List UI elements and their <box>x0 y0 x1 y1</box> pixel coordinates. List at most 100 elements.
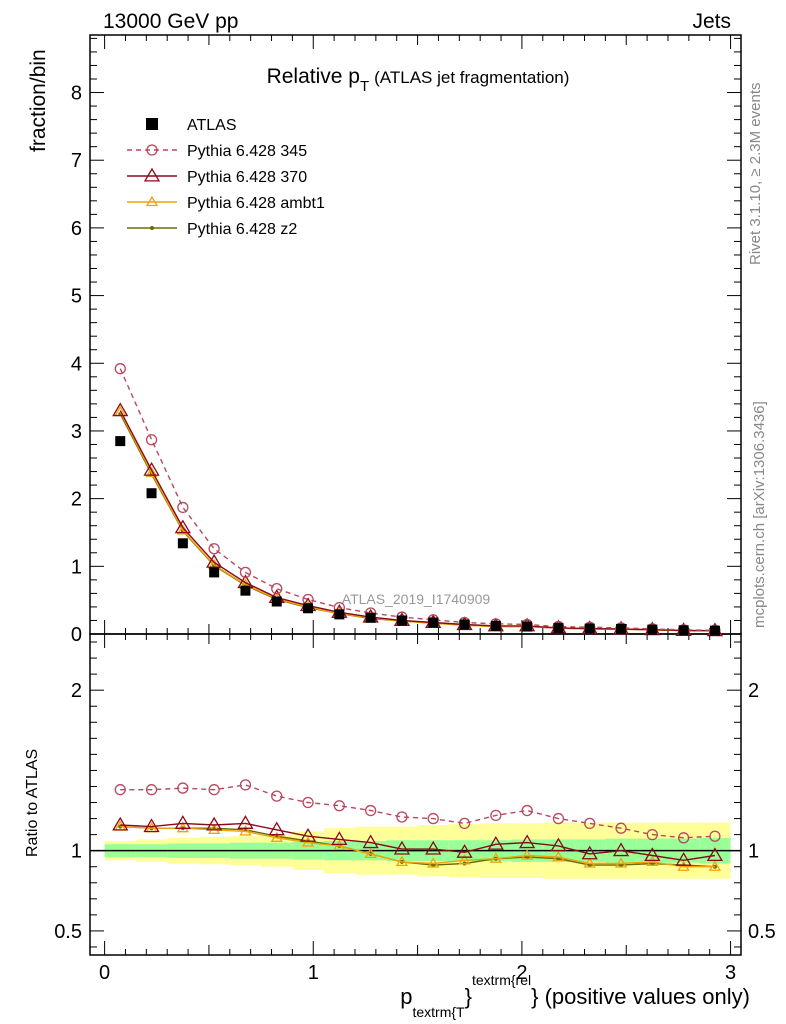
ratio-p345-point <box>458 817 471 830</box>
plot-title-sub: T <box>360 78 369 95</box>
legend: ATLAS Pythia 6.428 345 Pythia 6.428 370 Pyt… <box>127 117 325 238</box>
main-p370-point <box>174 519 191 534</box>
ratio-z2-line <box>120 825 715 868</box>
ratio-p345-point <box>677 832 690 844</box>
ratio-p345-point <box>145 784 158 796</box>
main-y-tick-label: 3 <box>71 421 82 443</box>
ratio-ambt1-point <box>333 839 346 851</box>
main-atlas-point <box>146 488 157 499</box>
main-atlas-point <box>428 617 439 628</box>
ratio-ambt1-point <box>301 836 315 847</box>
main-y-tick-label: 2 <box>71 489 82 511</box>
ratio-ambt1-point <box>364 847 377 859</box>
ratio-p345-point <box>615 822 627 834</box>
legend-label-atlas: ATLAS <box>187 117 237 134</box>
legend-label-ambt1: Pythia 6.428 ambt1 <box>187 195 325 212</box>
ratio-y-tick-label: 0.5 <box>54 921 82 943</box>
ratio-ambt1-point <box>270 831 283 842</box>
ratio-z2-point <box>712 864 717 869</box>
ratio-p345-point <box>521 804 533 817</box>
ratio-frame <box>89 633 742 956</box>
ratio-p345-point <box>177 782 189 794</box>
ratio-p370-point <box>206 816 223 831</box>
main-y-tick-label: 1 <box>71 556 82 578</box>
analysis-watermark: ATLAS_2019_I1740909 <box>342 591 491 607</box>
ratio-ambt1-point <box>708 860 722 871</box>
main-atlas-point <box>334 609 345 620</box>
y-axis-label-main: fraction/bin <box>27 49 50 152</box>
main-atlas-point <box>115 436 126 447</box>
legend-label-p345: Pythia 6.428 345 <box>187 143 307 160</box>
main-atlas-point <box>522 621 533 632</box>
ratio-p370-point <box>143 818 160 833</box>
ratio-p370-point <box>174 815 191 829</box>
ratio-p370-point <box>362 834 379 849</box>
ratio-ambt1-point <box>239 825 252 836</box>
main-atlas-point <box>209 567 220 578</box>
header-right: Jets <box>692 10 731 33</box>
legend-marker-p345 <box>146 144 158 156</box>
x-axis-label-p: p <box>400 984 412 1009</box>
main-p370-point <box>206 553 223 568</box>
ratio-p345-point <box>584 817 596 830</box>
ratio-p370-point <box>487 835 504 850</box>
main-y-tick-label: 4 <box>71 353 82 375</box>
main-y-tick-label: 6 <box>71 218 82 240</box>
ratio-ambt1-point <box>427 857 440 868</box>
x-axis-label-close: } <box>465 984 472 1009</box>
main-atlas-point <box>584 623 595 634</box>
ratio-ambt1-point <box>520 849 534 860</box>
main-atlas-point <box>553 622 564 633</box>
main-p345-point <box>239 566 252 579</box>
ratio-ambt1-point <box>395 855 409 867</box>
ratio-p345-point <box>396 811 408 823</box>
ratio-p370-point <box>550 837 567 852</box>
main-atlas-point <box>490 620 501 631</box>
x-axis-label: ptextrm{T}textrm{rel} (positive values o… <box>400 972 750 1020</box>
ratio-ambt1-point <box>646 855 659 867</box>
main-panel: 0 1 2 3 4 5 6 7 8 <box>71 34 742 646</box>
main-p370-point <box>112 402 129 417</box>
ratio-p370-line <box>120 822 716 862</box>
main-atlas-point <box>459 619 470 630</box>
main-atlas-point <box>271 596 282 607</box>
ratio-p370-point <box>644 847 661 862</box>
main-p345-point <box>177 501 189 514</box>
ratio-p345-point <box>333 800 345 812</box>
main-p370-point <box>143 461 160 476</box>
plot-title-main: Relative p <box>267 65 360 88</box>
ratio-p370-point <box>581 845 598 860</box>
main-p345-point <box>208 543 220 555</box>
header-left: 13000 GeV pp <box>103 10 238 33</box>
ratio-series <box>112 779 724 871</box>
ratio-p345-point <box>302 796 314 809</box>
x-tick-label: 1 <box>308 962 319 984</box>
main-atlas-point <box>396 615 407 626</box>
ratio-p345-point <box>646 828 658 841</box>
plot-title: Relative pT (ATLAS jet fragmentation) <box>267 65 570 95</box>
ratio-p345-point <box>709 830 721 842</box>
legend-marker-atlas <box>146 118 158 130</box>
main-atlas-point <box>177 538 188 549</box>
main-p345-point <box>145 434 158 446</box>
main-y-tick-label: 0 <box>71 624 82 646</box>
main-atlas-point <box>240 585 251 596</box>
ratio-p370-point <box>268 821 285 836</box>
legend-marker-p370 <box>143 167 161 182</box>
ratio-ambt1-point <box>208 823 221 834</box>
ratio-p345-point <box>490 809 502 822</box>
ratio-p370-point <box>237 815 254 829</box>
ratio-ambt1-point <box>552 850 565 862</box>
main-atlas-point <box>616 623 627 634</box>
plot-title-paren: (ATLAS jet fragmentation) <box>374 68 569 87</box>
ratio-p370-point <box>706 847 724 862</box>
ratio-ambt1-point <box>614 857 628 868</box>
main-y-tick-label: 5 <box>71 286 82 308</box>
ratio-p345-point <box>114 784 126 796</box>
y-axis-label-ratio: Ratio to ATLAS <box>24 749 41 857</box>
ratio-panel: 0.5 0.5 1 1 2 2 0 1 2 3 <box>54 633 776 984</box>
ratio-ambt1-point <box>677 860 690 871</box>
legend-label-p370: Pythia 6.428 370 <box>187 169 307 186</box>
ratio-p370-point <box>393 840 411 855</box>
